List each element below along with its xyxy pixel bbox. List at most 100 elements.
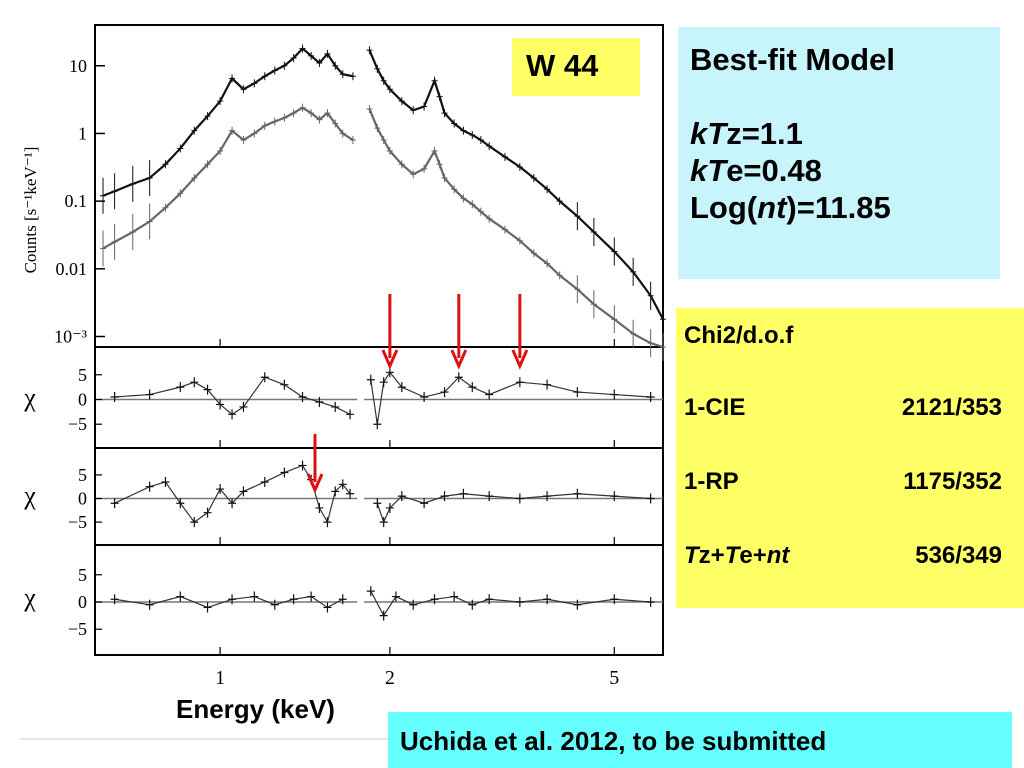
spectrum-point bbox=[386, 85, 393, 94]
residual-point bbox=[110, 498, 119, 509]
y-tick-label: 0 bbox=[78, 390, 87, 410]
citation: Uchida et al. 2012, to be submitted bbox=[388, 712, 1012, 768]
spectrum-point bbox=[366, 46, 373, 55]
residual-point bbox=[440, 491, 449, 502]
y-tick-label: 5 bbox=[78, 565, 87, 585]
spectrum-point bbox=[469, 200, 476, 209]
spectrum-point bbox=[251, 79, 258, 88]
spectrum-point bbox=[516, 236, 523, 245]
spectrum-point bbox=[630, 257, 637, 286]
spectrum-point bbox=[229, 74, 236, 83]
spectrum-point bbox=[129, 213, 136, 250]
residual-point bbox=[515, 597, 524, 607]
residual-point bbox=[440, 387, 449, 398]
residual-point bbox=[338, 479, 347, 490]
residual-point bbox=[250, 591, 259, 602]
residual-point bbox=[379, 517, 388, 528]
residual-point bbox=[420, 498, 429, 509]
spectrum-point bbox=[204, 112, 211, 121]
spectrum-point bbox=[177, 144, 184, 153]
panel-frame bbox=[94, 544, 664, 656]
residual-point bbox=[646, 493, 655, 504]
spectrum-point bbox=[339, 70, 346, 79]
residual-point bbox=[397, 491, 406, 502]
spectrum-point bbox=[349, 72, 356, 81]
spectrum-point bbox=[647, 329, 654, 358]
spectrum-point bbox=[366, 104, 373, 113]
residual-point bbox=[145, 481, 154, 492]
residual-point bbox=[346, 488, 355, 499]
residual-point bbox=[385, 502, 394, 513]
spectrum-point bbox=[660, 305, 666, 334]
spectrum-point bbox=[204, 160, 211, 169]
spectrum-point bbox=[290, 54, 297, 63]
residual-trace bbox=[370, 371, 651, 425]
spectrum-point bbox=[530, 173, 537, 182]
spectrum-point bbox=[630, 319, 637, 348]
spectrum-point bbox=[386, 147, 393, 156]
spectrum-point bbox=[271, 66, 278, 75]
spectrum-point bbox=[460, 126, 467, 135]
residual-point bbox=[228, 498, 237, 509]
residual-point bbox=[323, 517, 332, 528]
y-tick-label: 1 bbox=[78, 123, 87, 143]
line-arrow-head bbox=[381, 349, 399, 370]
spectrum-point bbox=[421, 102, 428, 111]
residual-point bbox=[450, 591, 459, 602]
spectrum-point bbox=[398, 160, 405, 169]
residual-point bbox=[366, 374, 375, 385]
line-arrow-head bbox=[511, 349, 529, 370]
spectrum-point bbox=[111, 223, 118, 260]
spectrum-point bbox=[477, 207, 484, 216]
spectrum-point bbox=[556, 271, 563, 280]
model-box: Best-fit Model kTz=1.1 kTe=0.48 Log(nt)=… bbox=[678, 27, 1000, 279]
spectrum-point bbox=[146, 203, 153, 240]
residual-point bbox=[485, 491, 494, 502]
residual-point bbox=[289, 594, 298, 605]
source-label: W 44 bbox=[512, 38, 640, 96]
residual-point bbox=[228, 594, 237, 605]
spectrum-point bbox=[162, 203, 169, 212]
spectrum-point bbox=[436, 92, 443, 101]
spectrum-point bbox=[486, 142, 493, 151]
residual-point bbox=[203, 602, 212, 613]
residual-point bbox=[573, 488, 582, 499]
residual-point bbox=[307, 591, 316, 602]
spectrum-point bbox=[281, 113, 288, 122]
spectrum-point bbox=[251, 129, 258, 138]
y-tick-label: 0.1 bbox=[65, 191, 88, 211]
residual-point bbox=[176, 591, 185, 602]
spectrum-point bbox=[271, 117, 278, 126]
spectrum-point bbox=[574, 202, 581, 231]
residual-point bbox=[203, 507, 212, 518]
spectrum-point bbox=[460, 194, 467, 203]
line-arrow-head bbox=[450, 349, 468, 370]
spectrum-point bbox=[436, 160, 443, 169]
spectrum-series-line bbox=[368, 108, 664, 349]
spectrum-point bbox=[516, 162, 523, 171]
spectrum-point bbox=[191, 126, 198, 135]
residual-point bbox=[373, 498, 382, 509]
residual-point bbox=[315, 396, 324, 407]
spectrum-point bbox=[281, 61, 288, 70]
residual-point bbox=[459, 488, 468, 499]
spectrum-point bbox=[431, 76, 438, 85]
spectrum-point bbox=[611, 305, 618, 334]
spectrum-point bbox=[129, 165, 136, 202]
spectrum-point bbox=[451, 185, 458, 194]
y-tick-label: −5 bbox=[68, 619, 87, 639]
residual-point bbox=[239, 401, 248, 412]
spectrum-point bbox=[469, 130, 476, 139]
residual-point bbox=[110, 594, 119, 605]
spectrum-point bbox=[431, 147, 438, 156]
spectrum-point bbox=[240, 85, 247, 94]
spectrum-point bbox=[324, 109, 331, 118]
residual-point bbox=[110, 392, 119, 403]
spectrum-point bbox=[374, 124, 381, 133]
residual-point bbox=[176, 498, 185, 509]
residual-point bbox=[485, 594, 494, 605]
residual-point bbox=[373, 419, 382, 430]
line-arrow-head bbox=[306, 473, 324, 494]
chi2-row-cie: 1-CIE 2121/353 bbox=[684, 394, 1002, 421]
spectrum-point bbox=[308, 109, 315, 118]
